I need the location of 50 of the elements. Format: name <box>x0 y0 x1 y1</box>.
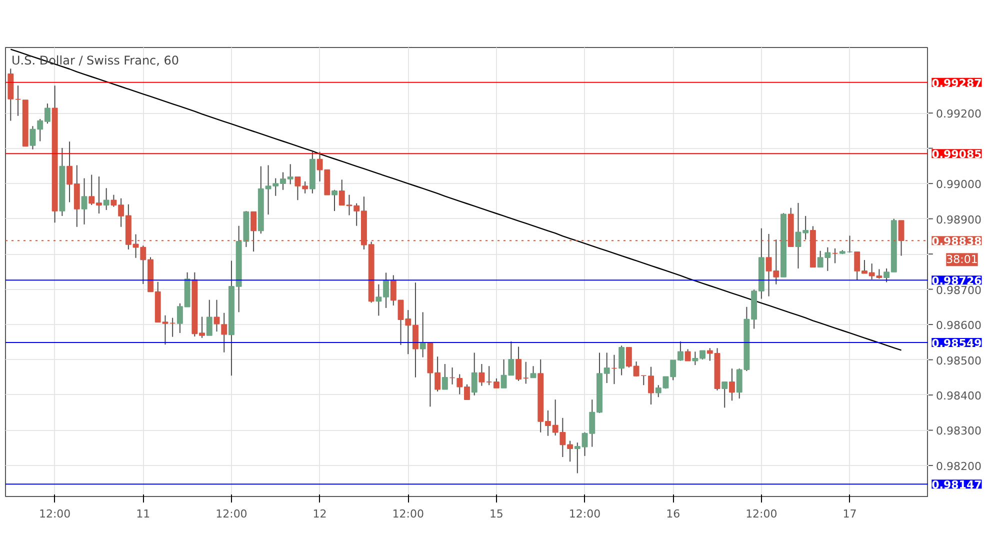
candlestick <box>81 178 88 225</box>
candlestick <box>442 363 448 390</box>
text: 38:01 <box>946 253 978 266</box>
candlestick <box>684 348 691 362</box>
y-tick-label: 0.99000 <box>936 178 982 192</box>
candlestick <box>618 345 625 376</box>
x-tick-label: 17 <box>842 508 857 520</box>
ref-line-label: 0.99085 <box>932 148 982 162</box>
candlestick <box>832 248 838 264</box>
candlestick <box>214 299 220 332</box>
ref-line-label: 0.98549 <box>932 336 982 350</box>
x-tick-label: 12:00 <box>216 508 248 520</box>
y-tick-label: 0.98500 <box>936 354 982 368</box>
x-tick-label: 12:00 <box>746 508 778 520</box>
candlestick <box>206 299 212 336</box>
x-tick-label: 11 <box>136 508 150 520</box>
ref-line-label: 0.98838 <box>932 235 982 248</box>
y-tick-label: 0.99200 <box>936 108 982 121</box>
y-tick-label: 0.98200 <box>936 460 982 473</box>
y-tick-label: 0.98400 <box>936 390 982 402</box>
candlestick <box>170 317 176 338</box>
candlestick <box>449 367 456 385</box>
y-tick-label: 0.98300 <box>936 424 982 438</box>
candlestick <box>478 363 485 386</box>
y-tick-label: 0.98600 <box>936 319 982 332</box>
y-tick-label: 0.98900 <box>936 213 982 226</box>
candlestick <box>722 381 728 408</box>
line-series <box>10 48 902 351</box>
ref-line-label: 0.98147 <box>932 478 982 492</box>
candlestick <box>516 346 522 382</box>
candlestick <box>420 312 426 358</box>
x-tick-label: 16 <box>666 508 680 520</box>
candlestick <box>332 189 338 212</box>
x-tick-label: 12:00 <box>568 508 601 520</box>
candlestick <box>486 366 492 386</box>
candlestick <box>103 188 110 210</box>
ref-line-label: 0.99287 <box>932 76 982 90</box>
candlestick <box>522 361 529 384</box>
candlestick <box>221 312 228 353</box>
candlestick <box>611 354 618 385</box>
candlestick <box>729 368 735 402</box>
candlestick <box>648 366 654 406</box>
candlestick <box>15 85 21 116</box>
x-tick-label: 12:00 <box>38 508 71 520</box>
candlestick <box>530 366 536 378</box>
x-tick-label: 12:00 <box>392 508 424 520</box>
x-tick-label: 12 <box>312 508 327 520</box>
candlestick <box>471 352 478 396</box>
x-tick-label: 15 <box>489 508 504 520</box>
candlestick <box>493 378 500 388</box>
